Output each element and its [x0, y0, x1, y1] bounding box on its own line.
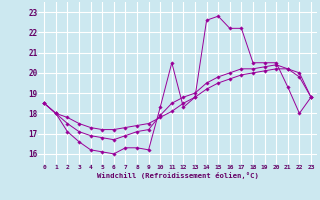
X-axis label: Windchill (Refroidissement éolien,°C): Windchill (Refroidissement éolien,°C)	[97, 172, 259, 179]
